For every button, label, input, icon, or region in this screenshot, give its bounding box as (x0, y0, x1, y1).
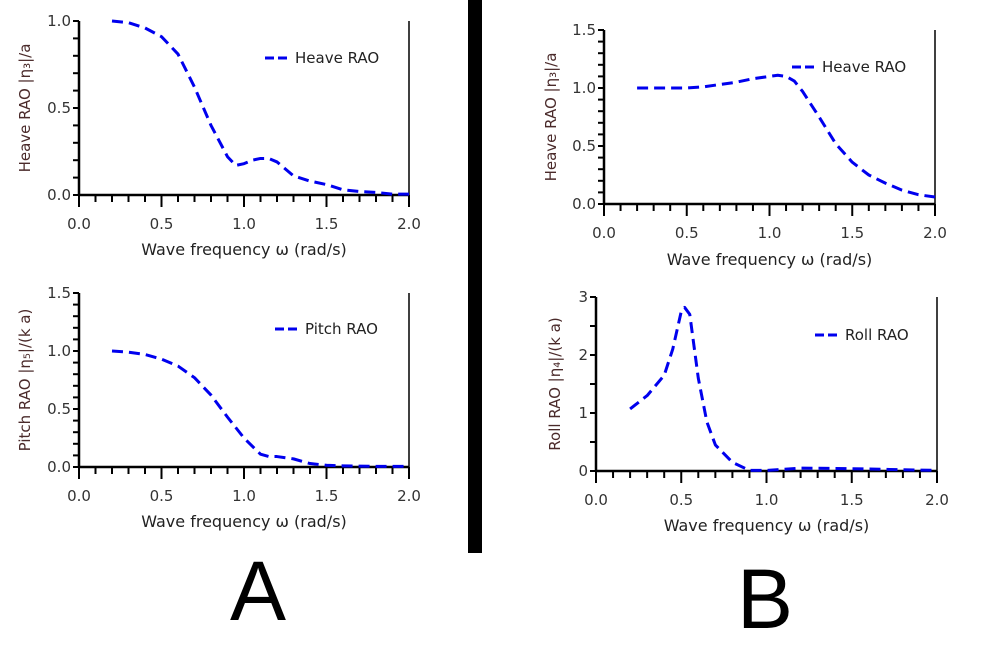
x-tick-label: 2.0 (397, 487, 421, 505)
panel-label-a: A (230, 544, 286, 638)
x-axis-label: Wave frequency ω (rad/s) (667, 250, 873, 269)
x-tick-label: 2.0 (923, 224, 947, 242)
legend-label: Heave RAO (295, 49, 379, 67)
y-tick-label: 0.0 (572, 195, 596, 213)
x-tick-label: 1.0 (232, 215, 256, 233)
x-tick-label: 0.5 (150, 215, 174, 233)
series-line-heave-rao (111, 19, 409, 196)
x-tick-label: 0.0 (584, 491, 608, 509)
y-tick-label: 1.5 (572, 21, 596, 39)
x-tick-label: 1.0 (758, 224, 782, 242)
x-tick-label: 0.5 (675, 224, 699, 242)
x-tick-label: 0.5 (669, 491, 693, 509)
x-tick-label: 2.0 (397, 215, 421, 233)
x-tick-label: 0.0 (67, 487, 91, 505)
x-tick-label: 1.0 (232, 487, 256, 505)
panel-label-b: B (737, 552, 793, 646)
x-tick-label: 1.5 (840, 224, 864, 242)
legend-label: Roll RAO (845, 326, 909, 344)
y-tick-label: 1.0 (572, 79, 596, 97)
y-tick-label: 0.5 (572, 137, 596, 155)
x-tick-label: 1.5 (315, 487, 339, 505)
x-axis-label: Wave frequency ω (rad/s) (141, 240, 347, 259)
legend-label: Pitch RAO (305, 320, 378, 338)
y-tick-label: 0.0 (47, 186, 71, 204)
legend-label: Heave RAO (822, 58, 906, 76)
y-tick-label: 2 (578, 346, 588, 364)
divider-bar (468, 0, 482, 553)
x-axis-label: Wave frequency ω (rad/s) (664, 516, 870, 535)
y-tick-label: 0 (578, 462, 588, 480)
x-tick-label: 0.5 (150, 487, 174, 505)
y-tick-label: 1.0 (47, 12, 71, 30)
y-axis-label: Pitch RAO |η₅|/(k a) (16, 309, 34, 452)
x-tick-label: 1.5 (840, 491, 864, 509)
series-line-roll-rao (629, 305, 938, 472)
y-axis-label: Heave RAO |η₃|/a (542, 53, 560, 182)
series-line-pitch-rao (111, 349, 409, 468)
y-axis-label: Roll RAO |η₄|/(k a) (546, 317, 564, 450)
y-tick-label: 0.5 (47, 99, 71, 117)
series-line-heave-rao (637, 73, 936, 199)
y-axis-label: Heave RAO |η₃|/a (16, 44, 34, 173)
x-tick-label: 1.5 (315, 215, 339, 233)
x-tick-label: 0.0 (67, 215, 91, 233)
x-tick-label: 2.0 (925, 491, 949, 509)
x-tick-label: 0.0 (592, 224, 616, 242)
y-tick-label: 1 (578, 404, 588, 422)
x-axis-label: Wave frequency ω (rad/s) (141, 512, 347, 531)
x-tick-label: 1.0 (755, 491, 779, 509)
y-tick-label: 0.0 (47, 458, 71, 476)
y-tick-label: 0.5 (47, 400, 71, 418)
y-tick-label: 1.0 (47, 342, 71, 360)
y-tick-label: 1.5 (47, 284, 71, 302)
y-tick-label: 3 (578, 288, 588, 306)
